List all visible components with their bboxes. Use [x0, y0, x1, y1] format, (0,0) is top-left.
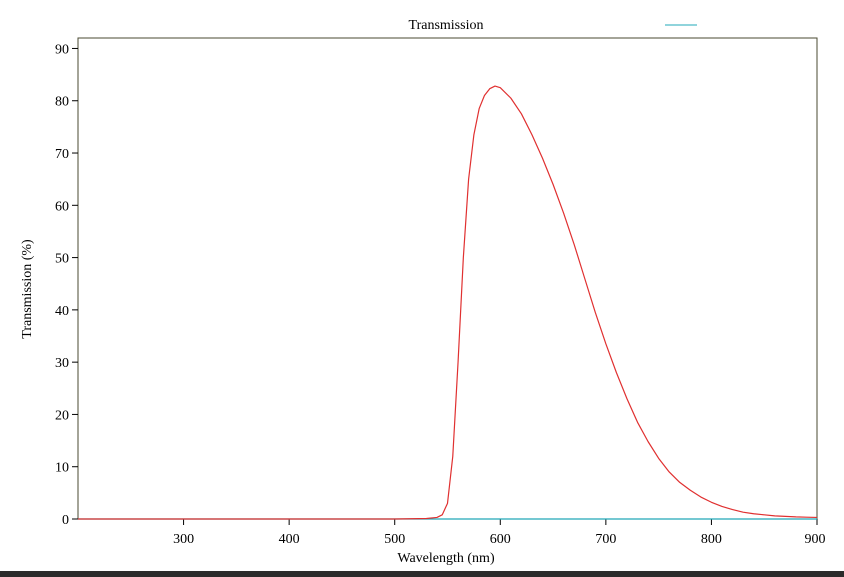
- y-tick-label: 50: [55, 252, 69, 267]
- series-lines: [78, 85, 818, 520]
- plot-area: [77, 37, 818, 520]
- x-tick-label: 300: [173, 532, 194, 547]
- y-tick-label: 10: [55, 461, 69, 476]
- transmission-curve-red: [78, 85, 818, 520]
- y-tick-label: 90: [55, 42, 69, 57]
- x-axis-title: Wavelength (nm): [397, 551, 495, 566]
- y-tick-label: 40: [55, 304, 69, 319]
- y-axis-ticks: 0 10 20 30 40 50 60 70 80 90: [55, 42, 78, 528]
- y-tick-label: 80: [55, 95, 69, 110]
- x-tick-label: 600: [490, 532, 511, 547]
- bottom-edge-bar: [0, 571, 844, 577]
- x-tick-label: 900: [805, 532, 826, 547]
- x-axis-ticks: 300 400 500 600 700 800 900: [173, 519, 826, 547]
- x-tick-label: 500: [384, 532, 405, 547]
- x-tick-label: 800: [701, 532, 722, 547]
- y-tick-label: 60: [55, 199, 69, 214]
- x-tick-label: 700: [595, 532, 616, 547]
- y-tick-label: 20: [55, 408, 69, 423]
- y-tick-label: 0: [62, 513, 69, 528]
- chart-title: Transmission: [409, 18, 484, 33]
- y-tick-label: 70: [55, 147, 69, 162]
- x-tick-label: 400: [279, 532, 300, 547]
- y-tick-label: 30: [55, 356, 69, 371]
- y-axis-title: Transmission (%): [20, 239, 35, 339]
